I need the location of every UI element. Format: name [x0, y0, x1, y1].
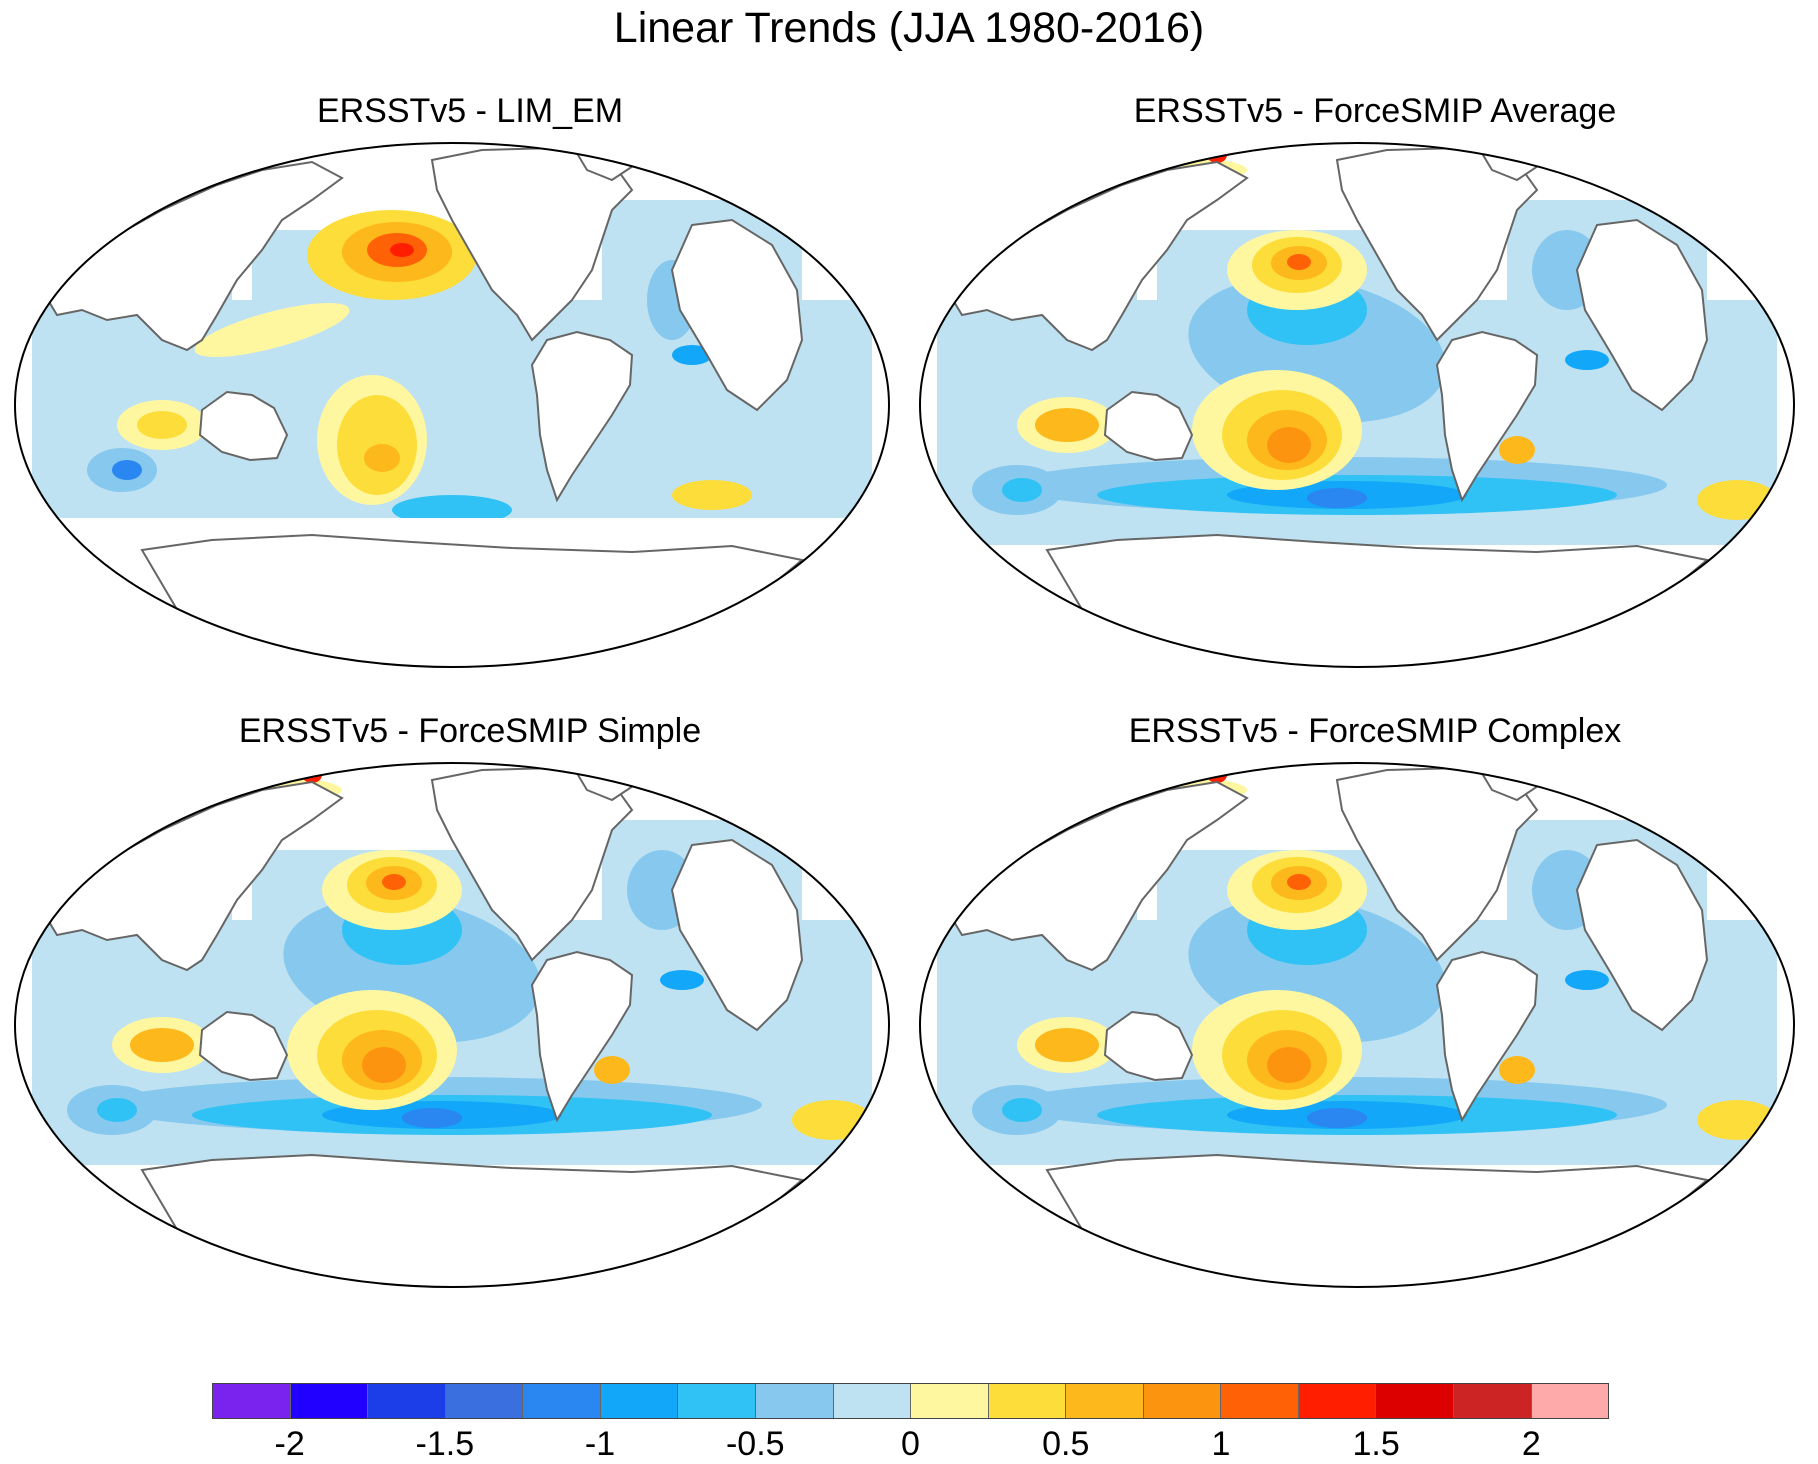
sst-anomaly-region — [392, 495, 512, 525]
colorbar-box — [755, 1384, 834, 1418]
continent-asia — [40, 780, 344, 972]
continent-samer — [530, 950, 634, 1123]
sst-anomaly-region — [130, 1028, 194, 1062]
map-panel-forcesmip-complex — [919, 762, 1795, 1288]
sst-anomaly-region — [1287, 874, 1311, 890]
map-panel-forcesmip-average — [919, 142, 1795, 668]
colorbar-box — [678, 1384, 756, 1418]
continent-ant — [140, 533, 805, 667]
continent-asia — [945, 780, 1249, 972]
sst-anomaly-region — [1002, 478, 1042, 502]
continent-ant — [1045, 533, 1710, 667]
colorbar-box — [1298, 1384, 1377, 1418]
continent-africa — [1575, 218, 1709, 412]
continent-africa — [1575, 838, 1709, 1032]
colorbar-box — [1221, 1384, 1299, 1418]
sst-anomaly-region — [594, 1056, 630, 1084]
sst-anomaly-region — [390, 243, 414, 257]
continent-aus — [1103, 1010, 1194, 1082]
sst-anomaly-region — [672, 480, 752, 510]
continent-africa — [670, 218, 804, 412]
colorbar-tick-label: -2 — [274, 1425, 305, 1463]
continent-africa — [670, 838, 804, 1032]
continent-samer — [530, 330, 634, 503]
colorbar — [212, 1383, 1609, 1419]
colorbar-tick-label: -0.5 — [725, 1425, 785, 1463]
colorbar-tick-label: 1 — [1211, 1425, 1231, 1463]
map-border — [14, 762, 890, 1288]
colorbar-box — [1531, 1384, 1609, 1418]
main-title: Linear Trends (JJA 1980-2016) — [613, 4, 1205, 52]
continent-ant — [1045, 1153, 1710, 1287]
colorbar-tick-label: -1.5 — [415, 1425, 475, 1463]
sst-anomaly-region — [382, 874, 406, 890]
sst-anomaly-region — [112, 460, 142, 480]
sst-anomaly-region — [364, 444, 400, 472]
continent-aus — [1103, 390, 1194, 462]
sst-anomaly-region — [1267, 1047, 1311, 1083]
map-panel-lim-em — [14, 142, 890, 668]
colorbar-box — [1376, 1384, 1454, 1418]
panel-title-forcesmip-complex: ERSSTv5 - ForceSMIP Complex — [1128, 712, 1622, 750]
panel-title-forcesmip-average: ERSSTv5 - ForceSMIP Average — [1133, 92, 1617, 130]
colorbar-box — [833, 1384, 912, 1418]
colorbar-box — [1066, 1384, 1144, 1418]
sst-anomaly-region — [1499, 1056, 1535, 1084]
sst-anomaly-region — [1002, 1098, 1042, 1122]
continent-ant — [140, 1153, 805, 1287]
colorbar-box — [988, 1384, 1067, 1418]
sst-anomaly-region — [1287, 254, 1311, 270]
sst-anomaly-region — [194, 302, 350, 358]
continent-asia — [40, 160, 344, 352]
sst-anomaly-region — [97, 1098, 137, 1122]
sst-anomaly-region — [1307, 1108, 1367, 1128]
colorbar-box — [290, 1384, 369, 1418]
sst-anomaly-region — [137, 411, 187, 439]
continent-samer — [1435, 330, 1539, 503]
colorbar-box — [368, 1384, 446, 1418]
map-panel-forcesmip-simple — [14, 762, 890, 1288]
map-border — [14, 142, 890, 668]
sst-anomaly-region — [1499, 436, 1535, 464]
colorbar-tick-label: 0.5 — [1042, 1425, 1090, 1463]
colorbar-tick-label: 2 — [1521, 1425, 1541, 1463]
sst-anomaly-region — [402, 1108, 462, 1128]
map-border — [919, 142, 1795, 668]
sst-anomaly-region — [660, 970, 704, 990]
map-border — [919, 762, 1795, 1288]
sst-anomaly-region — [1267, 427, 1311, 463]
panel-title-lim-em: ERSSTv5 - LIM_EM — [316, 92, 624, 130]
continent-aus — [198, 1010, 289, 1082]
colorbar-tick-label: -1 — [584, 1425, 616, 1463]
colorbar-box — [911, 1384, 989, 1418]
colorbar-box — [1454, 1384, 1532, 1418]
continent-samer — [1435, 950, 1539, 1123]
colorbar-tick-label: 1.5 — [1352, 1425, 1400, 1463]
sst-anomaly-region — [1035, 408, 1099, 442]
colorbar-box — [523, 1384, 601, 1418]
colorbar-box — [1143, 1384, 1222, 1418]
sst-anomaly-region — [672, 345, 712, 365]
sst-anomaly-region — [1565, 970, 1609, 990]
sst-anomaly-region — [362, 1047, 406, 1083]
colorbar-box — [213, 1384, 291, 1418]
panel-title-forcesmip-simple: ERSSTv5 - ForceSMIP Simple — [238, 712, 702, 750]
sst-anomaly-region — [1035, 1028, 1099, 1062]
colorbar-box — [600, 1384, 679, 1418]
continent-asia — [945, 160, 1249, 352]
sst-anomaly-region — [1307, 488, 1367, 508]
colorbar-box — [445, 1384, 524, 1418]
sst-anomaly-region — [1565, 350, 1609, 370]
continent-aus — [198, 390, 289, 462]
colorbar-tick-label: 0 — [901, 1425, 920, 1463]
